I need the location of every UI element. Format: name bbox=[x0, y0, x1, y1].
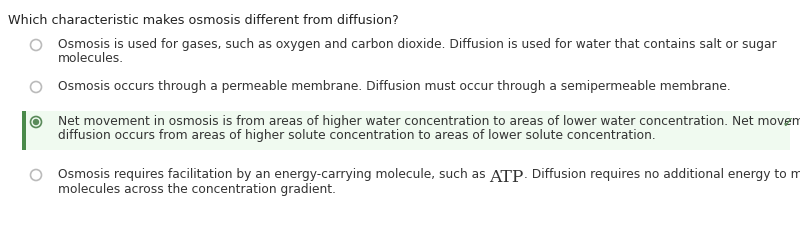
FancyBboxPatch shape bbox=[22, 111, 26, 150]
Text: molecules.: molecules. bbox=[58, 52, 124, 65]
Text: Osmosis requires facilitation by an energy-carrying molecule, such as: Osmosis requires facilitation by an ener… bbox=[58, 168, 490, 181]
Text: molecules across the concentration gradient.: molecules across the concentration gradi… bbox=[58, 182, 336, 195]
Text: . Diffusion requires no additional energy to move: . Diffusion requires no additional energ… bbox=[524, 168, 800, 181]
Text: diffusion occurs from areas of higher solute concentration to areas of lower sol: diffusion occurs from areas of higher so… bbox=[58, 130, 656, 143]
Text: Osmosis is used for gases, such as oxygen and carbon dioxide. Diffusion is used : Osmosis is used for gases, such as oxyge… bbox=[58, 38, 777, 51]
FancyBboxPatch shape bbox=[22, 111, 790, 150]
Text: ✓: ✓ bbox=[782, 116, 794, 130]
Text: Net movement in osmosis is from areas of higher water concentration to areas of : Net movement in osmosis is from areas of… bbox=[58, 115, 800, 128]
Text: ATP: ATP bbox=[490, 169, 524, 186]
Text: Osmosis occurs through a permeable membrane. Diffusion must occur through a semi: Osmosis occurs through a permeable membr… bbox=[58, 80, 730, 93]
Text: Which characteristic makes osmosis different from diffusion?: Which characteristic makes osmosis diffe… bbox=[8, 14, 398, 27]
Circle shape bbox=[34, 120, 38, 124]
